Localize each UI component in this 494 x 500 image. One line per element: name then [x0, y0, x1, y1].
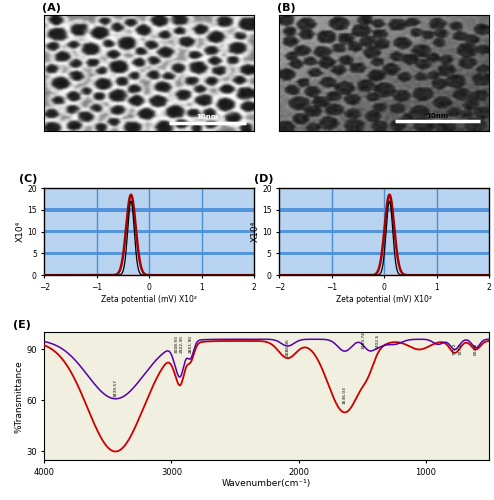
Text: (C): (C) — [19, 174, 38, 184]
Text: 3008.93: 3008.93 — [174, 335, 178, 353]
Y-axis label: %Transmittance: %Transmittance — [14, 360, 23, 432]
Text: 2086.36: 2086.36 — [286, 338, 289, 356]
Bar — [44, 208, 254, 212]
Text: 604.8: 604.8 — [474, 342, 478, 354]
Text: 10nm: 10nm — [426, 112, 449, 118]
Bar — [279, 274, 489, 275]
Bar — [279, 230, 489, 234]
Text: 3439.57: 3439.57 — [114, 379, 118, 397]
Text: 771.2: 771.2 — [453, 342, 457, 354]
Bar — [279, 208, 489, 212]
Text: 10nm: 10nm — [197, 114, 218, 120]
Text: (B): (B) — [277, 2, 296, 12]
Bar — [44, 274, 254, 275]
X-axis label: Zeta potential (mV) X10²: Zeta potential (mV) X10² — [101, 294, 197, 304]
Bar — [279, 252, 489, 255]
Text: (E): (E) — [13, 320, 31, 330]
Y-axis label: X10⁴: X10⁴ — [250, 221, 259, 242]
Text: 1402.5: 1402.5 — [375, 334, 379, 349]
Text: 1636.03: 1636.03 — [343, 386, 347, 404]
Bar — [44, 252, 254, 255]
X-axis label: Zeta potential (mV) X10²: Zeta potential (mV) X10² — [336, 294, 432, 304]
X-axis label: Wavenumber(cm⁻¹): Wavenumber(cm⁻¹) — [222, 480, 311, 488]
Text: (D): (D) — [254, 174, 274, 184]
Bar — [44, 230, 254, 234]
Text: 2851.90: 2851.90 — [188, 335, 193, 353]
Text: 1489.74: 1489.74 — [362, 332, 366, 349]
Text: 2922.30: 2922.30 — [179, 335, 183, 353]
Text: (A): (A) — [42, 2, 61, 12]
Y-axis label: X10⁴: X10⁴ — [15, 221, 24, 242]
Text: 727.2: 727.2 — [458, 342, 462, 354]
